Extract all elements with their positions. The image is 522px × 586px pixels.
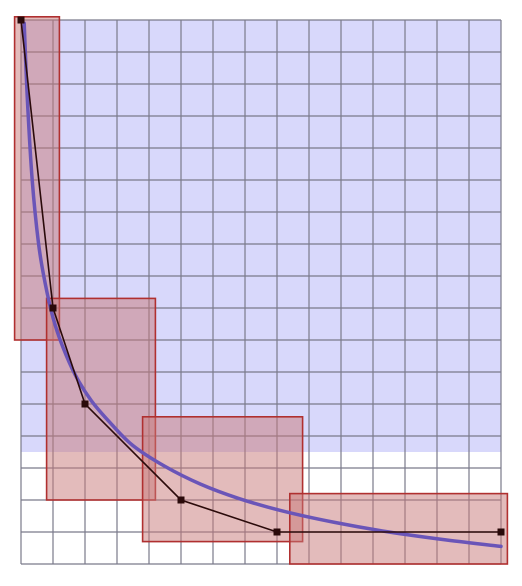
vertex-point-3 bbox=[81, 400, 89, 408]
rectangles-layer bbox=[13, 15, 509, 565]
approximation-rectangle-1 bbox=[13, 15, 61, 341]
piecewise-linear-path bbox=[20, 19, 501, 533]
reciprocal-curve bbox=[22, 21, 503, 549]
approximation-rectangle-4 bbox=[288, 492, 509, 565]
polyline-layer bbox=[20, 19, 501, 533]
vertex-point-6 bbox=[497, 528, 505, 536]
vertices-layer bbox=[17, 16, 505, 536]
vertex-point-5 bbox=[273, 528, 281, 536]
vertex-point-2 bbox=[49, 304, 57, 312]
approximation-rectangle-2 bbox=[45, 297, 157, 501]
vertex-point-4 bbox=[177, 496, 185, 504]
approximation-rectangle-3 bbox=[141, 415, 304, 543]
vertex-point-1 bbox=[17, 16, 25, 24]
curve-layer bbox=[22, 21, 503, 549]
